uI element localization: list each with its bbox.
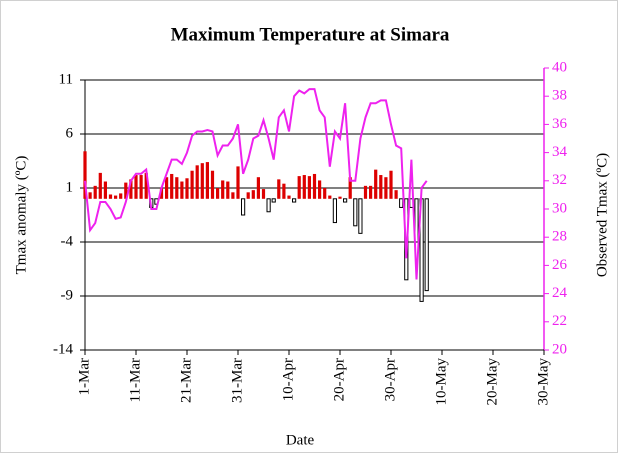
bar <box>93 185 97 199</box>
x-tick-label: 30-May <box>535 358 551 406</box>
bar <box>323 188 327 199</box>
y2-tick-label: 26 <box>552 257 568 273</box>
bar <box>343 198 348 203</box>
y-tick-label: -9 <box>61 287 74 303</box>
bar <box>358 198 363 234</box>
bar <box>139 175 143 199</box>
y2-tick-label: 30 <box>552 200 567 216</box>
bar <box>379 175 383 199</box>
bar <box>144 172 148 199</box>
bar <box>307 176 311 199</box>
bar <box>251 190 255 199</box>
bar <box>114 195 118 199</box>
x-tick-label: 10-May <box>433 358 449 406</box>
bar <box>108 194 113 199</box>
bar <box>302 175 306 199</box>
bar <box>292 198 297 203</box>
bar <box>348 177 352 199</box>
bar <box>205 162 209 199</box>
bar <box>287 195 291 199</box>
bar <box>119 193 123 199</box>
bar <box>236 166 240 199</box>
chart-title: Maximum Temperature at Simara <box>171 24 450 45</box>
x-tick-label: 20-Apr <box>331 358 347 401</box>
y2-tick-label: 36 <box>552 116 568 132</box>
x-tick-label: 20-May <box>484 358 500 406</box>
bar <box>328 195 332 199</box>
bar <box>282 183 286 199</box>
y-tick-label: 1 <box>66 179 74 195</box>
bar <box>221 180 225 199</box>
bar <box>363 185 368 199</box>
bar <box>165 177 169 199</box>
bar <box>170 173 174 199</box>
line <box>84 88 428 280</box>
bar <box>180 181 184 199</box>
bar <box>256 177 260 199</box>
y2-tick-label: 28 <box>552 229 567 245</box>
bar <box>185 178 189 199</box>
y2-tick-label: 20 <box>552 341 567 357</box>
bar <box>338 196 342 199</box>
x-tick-label: 30-Apr <box>382 358 398 401</box>
bar <box>332 198 337 224</box>
bar <box>159 188 164 199</box>
x-tick-label: 10-Apr <box>280 358 296 401</box>
bar <box>103 181 107 199</box>
bar <box>424 198 429 292</box>
y2-tick-label: 38 <box>552 88 567 104</box>
x-tick-label: 21-Mar <box>178 358 194 403</box>
x-tick-label: 31-Mar <box>229 358 245 403</box>
bar <box>124 182 128 199</box>
bar <box>384 177 388 199</box>
bar <box>195 165 199 199</box>
bar <box>261 189 266 199</box>
bar <box>394 190 398 199</box>
bar <box>134 175 138 199</box>
bar <box>83 151 87 199</box>
bar <box>190 170 194 199</box>
bar <box>246 192 250 199</box>
y2-axis-label: Observed Tmax (ºC) <box>594 153 610 277</box>
x-axis-label: Date <box>286 432 315 448</box>
bar <box>369 185 373 199</box>
bar <box>312 173 317 199</box>
bar <box>353 198 358 227</box>
bar <box>210 170 215 199</box>
bar <box>271 198 276 203</box>
bar <box>266 198 271 213</box>
bar <box>129 179 133 199</box>
x-tick-label: 11-Mar <box>127 358 143 402</box>
y-tick-label: 6 <box>66 125 74 141</box>
bar <box>175 177 179 199</box>
y2-tick-label: 22 <box>552 313 567 329</box>
bar <box>399 198 404 208</box>
bar <box>231 192 235 199</box>
y-tick-label: -14 <box>53 341 73 357</box>
y-tick-label: 11 <box>59 71 73 87</box>
bar <box>88 192 92 199</box>
bar <box>374 169 378 199</box>
x-tick-label: 1-Mar <box>76 358 92 396</box>
bar <box>216 188 220 199</box>
y2-tick-label: 34 <box>552 144 568 160</box>
bar <box>98 172 102 199</box>
bar <box>241 198 246 216</box>
y-axis-label: Tmax anomaly (ºC) <box>13 156 29 275</box>
bar <box>226 181 230 199</box>
y2-tick-label: 32 <box>552 172 567 188</box>
y2-tick-label: 40 <box>552 59 567 75</box>
bar <box>297 176 301 199</box>
y2-tick-label: 24 <box>552 285 568 301</box>
bar <box>277 179 281 199</box>
bar <box>200 163 204 199</box>
bar <box>318 180 322 199</box>
y-tick-label: -4 <box>61 233 74 249</box>
bar <box>389 170 393 199</box>
